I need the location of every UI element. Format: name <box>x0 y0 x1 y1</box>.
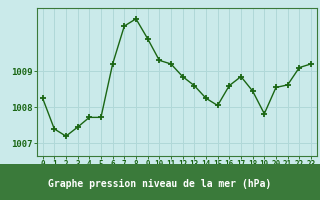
Text: Graphe pression niveau de la mer (hPa): Graphe pression niveau de la mer (hPa) <box>48 179 272 189</box>
